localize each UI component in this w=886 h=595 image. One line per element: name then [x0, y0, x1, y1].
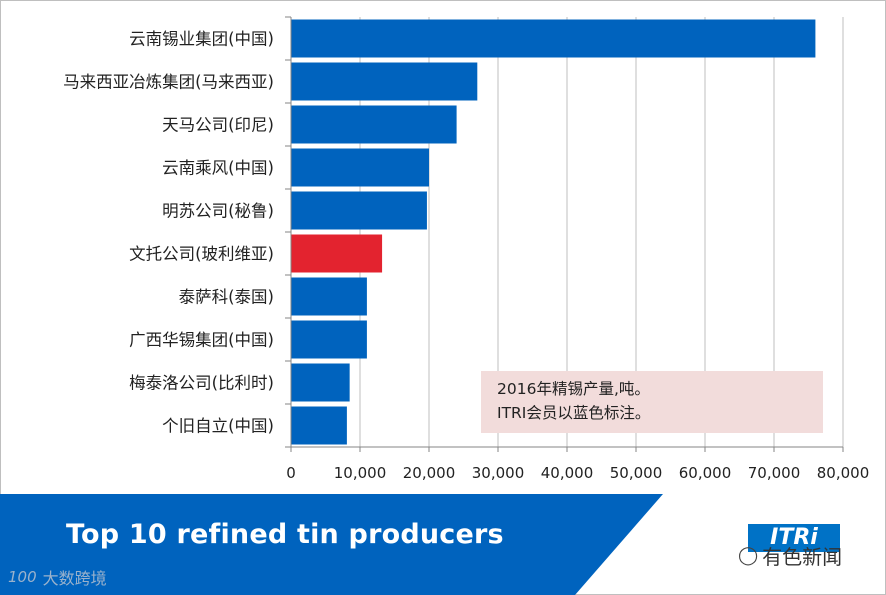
- watermark-right-text: 有色新闻: [762, 545, 843, 569]
- x-tick-label: 60,000: [679, 464, 732, 482]
- bar: [291, 406, 347, 445]
- banner-shape: [0, 494, 663, 595]
- category-label: 广西华锡集团(中国): [129, 331, 274, 350]
- bar: [291, 19, 816, 58]
- annotation-line-2: ITRI会员以蓝色标注。: [497, 404, 651, 422]
- bar: [291, 62, 478, 101]
- wechat-icon: ◯: [738, 545, 759, 566]
- category-label: 梅泰洛公司(比利时): [129, 374, 274, 393]
- x-tick-label: 50,000: [610, 464, 663, 482]
- bar: [291, 148, 429, 187]
- x-tick-label: 20,000: [403, 464, 456, 482]
- category-label: 云南乘风(中国): [162, 159, 274, 178]
- itri-logo: ITRi: [748, 524, 840, 552]
- category-label: 文托公司(玻利维亚): [129, 245, 274, 264]
- x-tick-label: 70,000: [748, 464, 801, 482]
- watermark-right: ◯ 有色新闻: [738, 541, 842, 570]
- watermark-logo: 100: [8, 568, 37, 586]
- x-tick-label: 40,000: [541, 464, 594, 482]
- bar: [291, 191, 427, 230]
- annotation-line-1: 2016年精锡产量,吨。: [497, 380, 650, 398]
- annotation-box: 2016年精锡产量,吨。 ITRI会员以蓝色标注。: [481, 371, 823, 433]
- x-tick-label: 80,000: [817, 464, 870, 482]
- category-label: 马来西亚冶炼集团(马来西亚): [63, 73, 274, 92]
- bar: [291, 234, 383, 273]
- watermark-left: 100 大数跨境: [8, 565, 107, 589]
- bar: [291, 277, 367, 316]
- watermark-left-text: 大数跨境: [42, 569, 107, 588]
- category-label: 明苏公司(秘鲁): [162, 202, 274, 221]
- x-tick-label: 30,000: [472, 464, 525, 482]
- category-label: 个旧自立(中国): [162, 417, 274, 436]
- bar: [291, 320, 367, 359]
- banner-title: Top 10 refined tin producers: [66, 519, 504, 550]
- bar: [291, 363, 350, 402]
- category-label: 天马公司(印尼): [162, 116, 274, 135]
- x-tick-label: 10,000: [334, 464, 387, 482]
- category-label: 泰萨科(泰国): [179, 288, 274, 307]
- x-tick-label: 0: [286, 464, 296, 482]
- category-label: 云南锡业集团(中国): [129, 30, 274, 49]
- bar: [291, 105, 457, 144]
